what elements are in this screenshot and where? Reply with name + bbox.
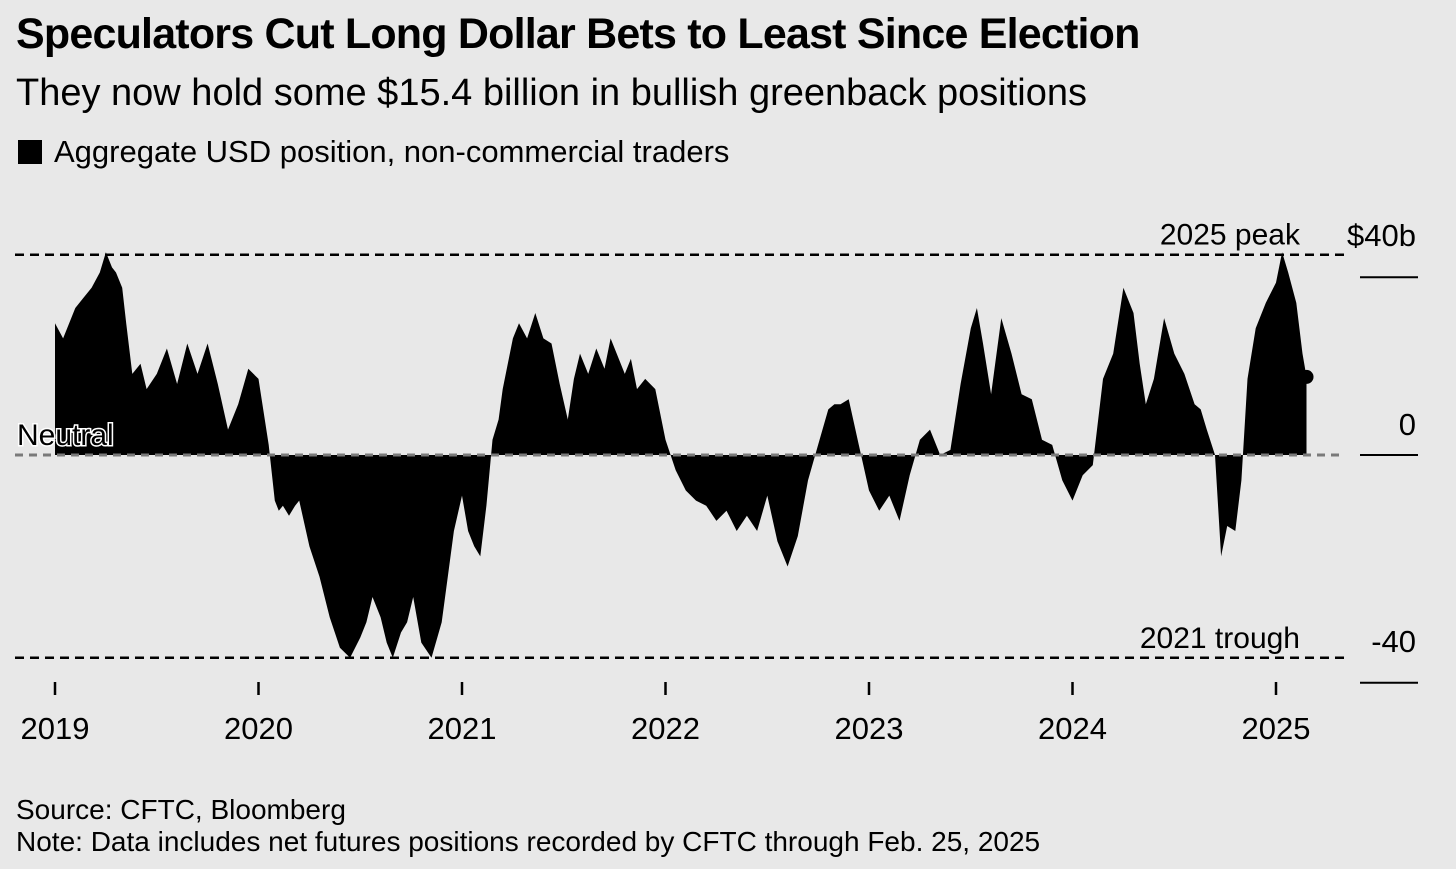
x-tick-label: 2024 xyxy=(1038,711,1107,746)
chart-title: Speculators Cut Long Dollar Bets to Leas… xyxy=(16,10,1140,58)
x-tick-label: 2019 xyxy=(21,711,90,746)
source-note: Source: CFTC, Bloomberg xyxy=(16,794,346,825)
legend: Aggregate USD position, non-commercial t… xyxy=(18,134,729,170)
x-tick-label: 2022 xyxy=(631,711,700,746)
chart-subtitle: They now hold some $15.4 billion in bull… xyxy=(16,72,1087,114)
reference-label-2021-trough: 2021 trough xyxy=(1140,622,1300,655)
legend-label: Aggregate USD position, non-commercial t… xyxy=(54,134,730,169)
reference-label-neutral: Neutral xyxy=(17,419,114,452)
x-tick-label: 2021 xyxy=(428,711,497,746)
chart-footer: Source: CFTC, Bloomberg Note: Data inclu… xyxy=(16,794,1040,858)
y-tick-label: 0 xyxy=(1399,407,1416,442)
y-tick-label: $40b xyxy=(1347,218,1416,253)
x-tick-label: 2025 xyxy=(1242,711,1311,746)
y-tick-label: -40 xyxy=(1371,624,1416,659)
latest-value-marker xyxy=(1299,369,1314,384)
x-tick-label: 2020 xyxy=(224,711,293,746)
reference-label-2025-peak: 2025 peak xyxy=(1160,219,1301,252)
legend-swatch xyxy=(18,140,42,164)
x-tick-label: 2023 xyxy=(835,711,904,746)
data-note: Note: Data includes net futures position… xyxy=(16,826,1041,857)
